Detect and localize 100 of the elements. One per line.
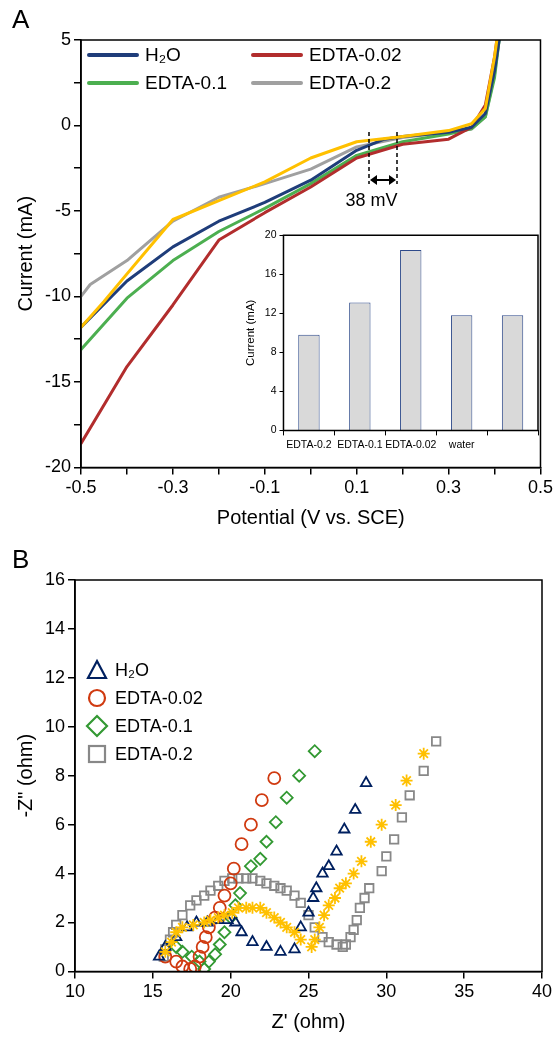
point <box>233 886 247 901</box>
point <box>225 905 240 920</box>
point <box>195 940 210 954</box>
y-tick-label: 10 <box>44 715 66 736</box>
point <box>259 834 274 849</box>
legend-label: EDTA-0.2 <box>115 743 193 765</box>
point <box>217 925 232 940</box>
point <box>268 815 283 830</box>
point <box>213 880 224 891</box>
point <box>274 944 287 956</box>
y-axis-title: Current (mA) <box>244 299 257 367</box>
point <box>269 880 280 891</box>
text: A <box>12 4 30 35</box>
legend-label: H₂O <box>145 44 181 66</box>
y-tick-label: 20 <box>264 228 277 241</box>
y-tick-label: 0 <box>55 960 66 981</box>
point <box>338 822 351 834</box>
point <box>317 932 328 943</box>
point <box>292 768 307 783</box>
point <box>416 746 431 761</box>
point <box>201 954 216 969</box>
point <box>169 925 184 940</box>
point <box>388 798 403 812</box>
point <box>302 905 315 917</box>
point <box>152 949 166 961</box>
point <box>217 908 232 923</box>
point <box>175 959 190 972</box>
point <box>354 854 369 869</box>
point <box>254 793 269 808</box>
legend-label: EDTA-0.02 <box>115 687 203 709</box>
point <box>331 939 342 950</box>
point <box>322 859 335 871</box>
point <box>260 940 273 951</box>
point <box>431 736 442 747</box>
point <box>235 925 248 937</box>
point <box>374 817 389 832</box>
point <box>171 919 182 931</box>
point <box>289 890 300 901</box>
x-tick-label: 0.3 <box>436 477 462 498</box>
point <box>186 918 201 932</box>
point <box>253 900 268 915</box>
point <box>158 944 173 959</box>
point <box>307 891 320 902</box>
y-tick-label: 2 <box>55 911 66 932</box>
point <box>177 909 188 921</box>
point <box>338 876 353 891</box>
x-tick-label: 30 <box>376 981 397 1002</box>
point <box>259 905 274 920</box>
y-tick-label: 14 <box>44 617 66 638</box>
point <box>337 941 348 953</box>
point <box>187 959 202 972</box>
y-axis-title: -Z" (ohm) <box>13 733 36 818</box>
annotation: 38 mV <box>345 190 398 211</box>
x-tick-label: 20 <box>220 981 241 1002</box>
y-tick-label: 16 <box>44 568 66 589</box>
y-tick-label: -15 <box>45 370 72 391</box>
point <box>247 873 258 884</box>
point <box>244 817 258 832</box>
point <box>246 935 259 946</box>
y-tick-label: 16 <box>264 267 277 280</box>
point <box>169 954 184 969</box>
point <box>241 873 252 884</box>
point <box>303 909 314 921</box>
y-tick-label: -5 <box>55 199 72 220</box>
point <box>175 944 190 959</box>
point <box>288 942 301 954</box>
point <box>244 859 258 874</box>
point <box>321 898 336 913</box>
point <box>273 915 288 930</box>
y-tick-label: 6 <box>55 813 66 834</box>
y-tick-label: 8 <box>55 764 66 785</box>
point <box>279 920 294 935</box>
point <box>192 949 207 964</box>
point <box>307 744 322 759</box>
point <box>275 883 286 894</box>
point <box>404 790 415 801</box>
x-tick-label: 40 <box>531 981 553 1002</box>
y-tick-label: -20 <box>45 456 72 477</box>
y-tick-label: 0 <box>61 114 72 135</box>
point <box>317 908 331 923</box>
point <box>351 914 362 926</box>
x-tick-label: EDTA-0.02 <box>385 437 437 450</box>
point <box>388 834 400 845</box>
point <box>304 940 319 954</box>
y-tick-label: 4 <box>55 862 66 883</box>
point <box>346 866 361 881</box>
point <box>340 939 352 950</box>
x-tick-label: EDTA-0.1 <box>337 437 383 450</box>
point <box>307 932 322 947</box>
legend-label: EDTA-0.2 <box>309 72 392 94</box>
point <box>294 920 307 932</box>
point <box>360 776 373 787</box>
x-tick-label: -0.1 <box>249 477 281 498</box>
point <box>198 930 213 945</box>
point <box>261 878 272 889</box>
text: B <box>12 544 30 575</box>
legend-label: H₂O <box>115 659 150 681</box>
y-tick-label: -10 <box>45 285 72 306</box>
point <box>223 876 238 891</box>
point <box>354 902 366 913</box>
